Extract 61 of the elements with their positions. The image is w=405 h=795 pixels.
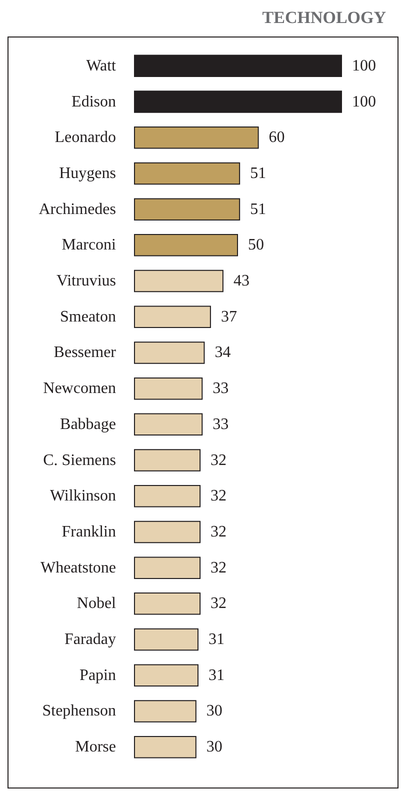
bar [134, 270, 224, 292]
y-tick-label: Bessemer [54, 344, 117, 362]
y-tick-label: Edison [72, 93, 116, 110]
y-tick-label: Franklin [62, 523, 116, 540]
bar [134, 126, 259, 149]
bar [134, 377, 203, 400]
y-tick-label: Stephenson [42, 702, 116, 720]
data-label: 37 [220, 308, 237, 326]
data-label: 100 [352, 57, 376, 74]
y-tick-label: Leonardo [54, 129, 116, 146]
data-label: 32 [210, 595, 227, 612]
y-tick-label: Newcomen [43, 380, 116, 398]
data-label: 60 [268, 129, 285, 146]
chart-title: TECHNOLOGY [262, 8, 386, 27]
bar [134, 234, 238, 256]
bar [134, 54, 342, 78]
data-label: 51 [250, 200, 266, 218]
y-tick-label: C. Siemens [43, 452, 116, 469]
y-tick-label: Archimedes [38, 200, 116, 218]
y-tick-label: Faraday [64, 631, 116, 648]
data-label: 100 [352, 93, 376, 110]
bar [134, 664, 198, 686]
data-label: 51 [250, 164, 266, 182]
data-label: 30 [206, 738, 222, 756]
y-tick-label: Wheatstone [40, 559, 116, 576]
y-tick-label: Papin [80, 666, 116, 684]
bar [134, 556, 201, 579]
data-label: 30 [206, 702, 222, 720]
y-tick-label: Vitruvius [56, 272, 116, 290]
data-label: 43 [233, 272, 250, 290]
bar [134, 306, 211, 328]
bar [134, 342, 205, 364]
y-tick-label: Morse [75, 738, 116, 756]
data-label: 31 [208, 631, 224, 648]
data-label: 34 [214, 344, 231, 362]
bar [134, 700, 196, 722]
bar [134, 628, 198, 651]
bar [134, 485, 201, 508]
bar [134, 520, 201, 544]
bar [134, 198, 240, 220]
data-label: 33 [212, 380, 229, 398]
data-label: 32 [210, 452, 227, 469]
y-tick-label: Nobel [76, 595, 117, 612]
y-tick-label: Marconi [62, 236, 117, 254]
y-tick-label: Smeaton [60, 308, 116, 326]
data-label: 33 [212, 416, 229, 433]
y-tick-label: Wilkinson [50, 488, 116, 505]
data-label: 32 [210, 523, 227, 540]
data-label: 32 [210, 559, 227, 576]
bar [134, 592, 201, 615]
data-label: 31 [208, 666, 224, 684]
y-tick-label: Watt [86, 57, 117, 74]
data-label: 32 [210, 488, 227, 505]
bar [134, 162, 240, 185]
bar [134, 90, 342, 113]
bar [134, 413, 203, 436]
bar [134, 736, 196, 758]
y-tick-label: Huygens [59, 164, 116, 182]
y-tick-label: Babbage [60, 416, 116, 433]
bar [134, 449, 201, 472]
data-label: 50 [248, 236, 264, 254]
